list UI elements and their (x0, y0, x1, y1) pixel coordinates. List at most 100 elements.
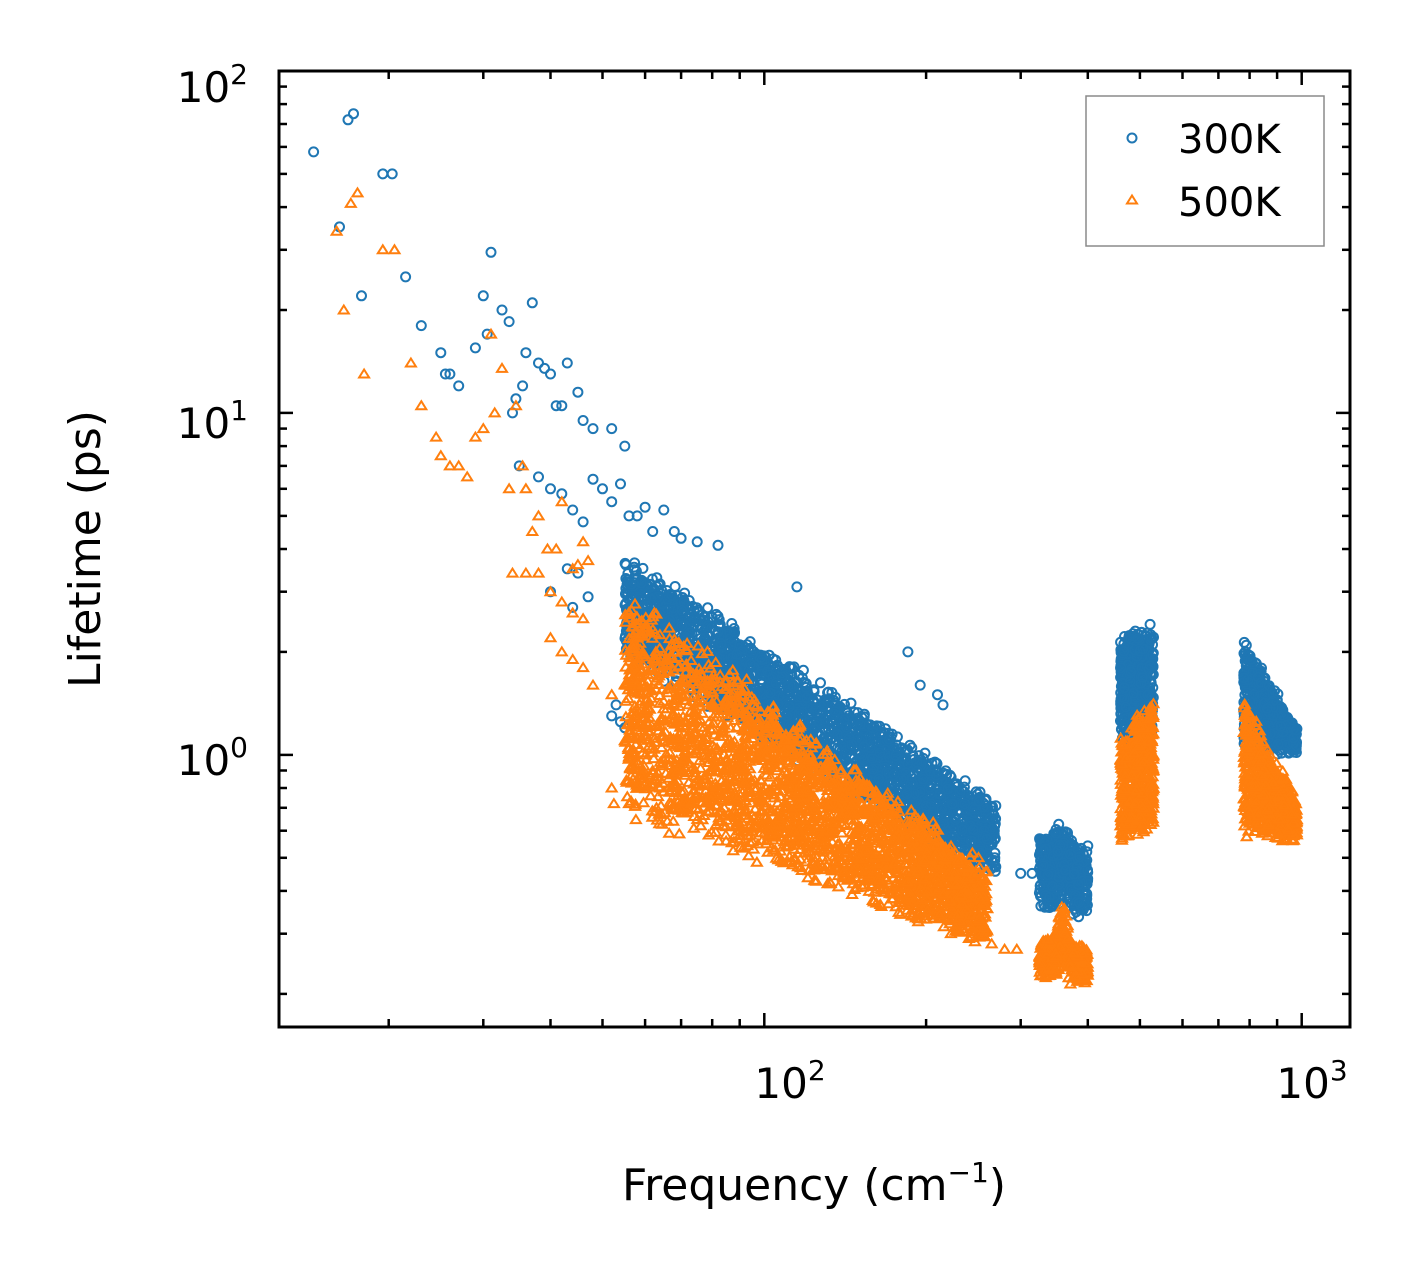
data-point-300k-19 (510, 393, 522, 405)
data-point-300k-20 (520, 347, 532, 359)
data-point-500k-36 (554, 595, 569, 607)
data-point-300k-33 (606, 423, 618, 435)
data-point-300k-27 (550, 400, 562, 412)
data-point-300k-47 (639, 501, 651, 513)
data-point-500k-32 (505, 566, 520, 578)
data-point-300k-17 (496, 304, 508, 316)
data-point-500k-23 (525, 525, 540, 536)
data-point-300k-3101 (1144, 618, 1156, 630)
data-point-300k-31 (577, 415, 589, 426)
data-point-500k-8 (414, 399, 429, 411)
data-point-300k-49 (658, 504, 670, 516)
data-point-500k-15 (476, 422, 491, 434)
data-point-300k-8 (415, 320, 427, 332)
data-point-300k-53 (712, 539, 724, 551)
data-point-300k-1 (342, 114, 354, 126)
data-point-300k-44 (615, 478, 626, 490)
data-point-500k-19 (502, 482, 516, 494)
data-point-500k-43 (586, 678, 600, 690)
data-point-500k-33 (519, 566, 533, 578)
data-point-300k-9 (435, 347, 447, 359)
data-point-300k-64 (902, 646, 914, 658)
data-point-500k-5 (375, 243, 390, 255)
data-point-300k-29 (561, 357, 573, 369)
data-point-300k-4 (356, 290, 367, 302)
data-point-300k-59 (606, 710, 618, 722)
data-point-300k-24 (533, 357, 544, 369)
data-point-500k-9 (429, 430, 443, 442)
data-point-500k-38 (576, 612, 590, 624)
data-point-500k-29 (571, 558, 585, 570)
data-point-500k-6 (387, 243, 402, 255)
data-point-300k-0 (308, 146, 320, 158)
data-point-300k-12 (453, 380, 465, 392)
data-point-300k-67 (937, 699, 949, 711)
data-point-500k-39 (543, 631, 558, 643)
data-point-500k-55 (607, 797, 621, 809)
data-point-300k-42 (597, 483, 608, 495)
data-point-500k-14 (468, 430, 483, 442)
data-point-300k-65 (914, 679, 926, 691)
data-point-300k-52 (691, 536, 703, 548)
data-point-300k-10 (439, 368, 451, 380)
data-point-500k-10 (433, 449, 448, 461)
data-point-500k-30 (576, 535, 590, 547)
data-point-300k-32 (587, 423, 599, 435)
data-point-300k-6 (386, 168, 398, 180)
data-point-300k-1230 (815, 677, 826, 689)
data-point-300k-26 (545, 368, 556, 380)
data-point-500k-17 (487, 406, 502, 418)
data-point-300k-21 (526, 297, 538, 309)
data-point-500k-61 (1009, 942, 1024, 954)
data-point-300k-41 (587, 473, 599, 485)
data-point-300k-43 (606, 496, 618, 508)
data-point-300k-48 (647, 526, 659, 537)
data-point-300k-7 (400, 271, 412, 283)
data-point-300k-15 (485, 246, 497, 258)
data-point-300k-28 (556, 400, 568, 412)
data-point-300k-57 (582, 591, 594, 603)
data-point-500k-2 (350, 186, 365, 198)
data-point-500k-4 (357, 367, 371, 379)
data-point-500k-838 (672, 827, 687, 839)
data-point-300k-37 (545, 483, 556, 495)
data-point-300k-40 (577, 516, 589, 528)
data-point-300k-22 (517, 380, 529, 392)
data-point-300k-50 (668, 526, 680, 537)
data-point-500k-54 (604, 781, 619, 793)
data-point-300k-66 (932, 689, 943, 701)
data-point-300k-18 (503, 316, 515, 328)
data-point-500k-7 (404, 356, 418, 368)
data-point-300k-58 (567, 601, 579, 613)
data-point-300k-62 (610, 699, 622, 711)
data-point-300k-11 (444, 368, 456, 380)
data-point-500k-1 (343, 197, 358, 208)
data-point-500k-27 (554, 495, 569, 507)
data-point-500k-22 (519, 482, 533, 494)
data-point-300k-63 (791, 581, 803, 593)
plot-points (308, 108, 1304, 989)
data-point-300k-51 (675, 532, 687, 544)
data-point-500k-34 (531, 566, 546, 578)
data-point-500k-40 (554, 645, 569, 657)
data-point-300k-2 (348, 108, 359, 120)
data-point-300k-14 (477, 290, 489, 302)
data-point-500k-18 (495, 362, 509, 373)
data-point-300k-36 (533, 471, 544, 483)
data-point-300k-34 (619, 440, 631, 452)
data-point-500k-24 (531, 509, 546, 521)
data-point-500k-60 (997, 942, 1012, 954)
data-point-300k-68 (1015, 867, 1027, 879)
data-point-500k-12 (451, 459, 466, 471)
data-point-300k-39 (567, 504, 579, 516)
data-point-500k-41 (565, 653, 580, 664)
data-point-500k-44 (604, 688, 619, 700)
data-point-500k-3 (336, 303, 351, 315)
data-point-300k-30 (572, 386, 584, 398)
data-point-500k-26 (549, 542, 564, 554)
data-point-500k-42 (576, 661, 590, 673)
data-point-500k-31 (581, 554, 595, 566)
data-point-300k-13 (469, 342, 481, 354)
data-point-300k-5 (377, 168, 389, 180)
